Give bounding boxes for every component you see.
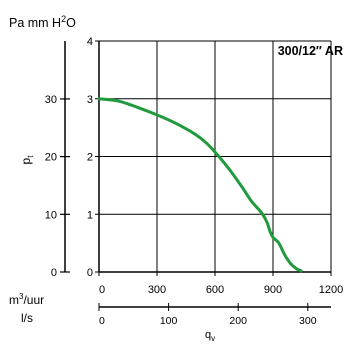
x-secondary-tick-label: 200 bbox=[229, 315, 247, 327]
x-primary-unit: m3/uur bbox=[9, 292, 44, 307]
x-tick-label: 0 bbox=[99, 284, 105, 296]
y-secondary-tick-label: 0 bbox=[51, 267, 57, 279]
x-tick-label: 1200 bbox=[319, 284, 343, 296]
y-axis-label: pt bbox=[19, 155, 35, 165]
x-secondary-tick-label: 0 bbox=[99, 315, 105, 327]
y-axis: 0 1 2 3 4 bbox=[87, 36, 100, 279]
x-axis: 0 300 600 900 1200 bbox=[98, 271, 343, 296]
y-secondary-unit: Pa mm H2O bbox=[9, 14, 76, 30]
y-secondary-tick-label: 10 bbox=[45, 209, 57, 221]
x-axis-label: qv bbox=[205, 329, 215, 343]
y-tick-label: 2 bbox=[87, 152, 93, 164]
x-secondary-unit: l/s bbox=[21, 311, 33, 325]
y-tick-label: 0 bbox=[87, 267, 93, 279]
y-tick-label: 1 bbox=[87, 209, 93, 221]
y-axis-secondary: 0 10 20 30 bbox=[45, 41, 70, 279]
x-secondary-tick-label: 100 bbox=[160, 315, 178, 327]
series-line bbox=[97, 97, 303, 273]
y-tick-label: 3 bbox=[87, 94, 93, 106]
y-secondary-tick-label: 30 bbox=[45, 94, 57, 106]
x-tick-label: 900 bbox=[264, 284, 282, 296]
x-axis-secondary: 0 100 200 300 bbox=[98, 303, 331, 327]
x-secondary-tick-label: 300 bbox=[299, 315, 317, 327]
chart-title: 300/12″ AR bbox=[278, 44, 343, 58]
y-tick-label: 4 bbox=[87, 36, 93, 48]
grid bbox=[99, 40, 332, 272]
x-tick-label: 600 bbox=[206, 284, 224, 296]
x-tick-label: 300 bbox=[148, 284, 166, 296]
y-secondary-tick-label: 20 bbox=[45, 152, 57, 164]
